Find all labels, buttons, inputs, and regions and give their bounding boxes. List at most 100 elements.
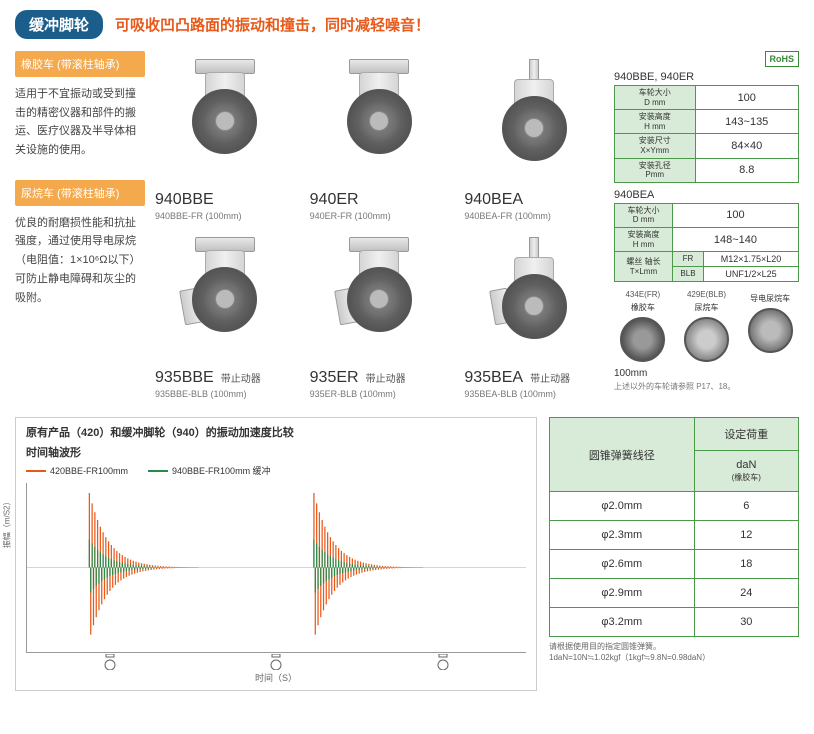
spec-header: 车轮大小D mm bbox=[615, 86, 696, 110]
spec-header: 安装高度H mm bbox=[615, 110, 696, 134]
spec-panel: RoHS 940BBE, 940ER 车轮大小D mm100安装高度H mm14… bbox=[614, 51, 799, 407]
product-subtitle: 940BEA-FR (100mm) bbox=[464, 211, 604, 221]
product-image bbox=[464, 229, 604, 369]
wheel-swatch bbox=[748, 308, 793, 353]
load-note: 请根据使用目的指定圆锥弹簧。1daN=10N≒1.02kgf（1kgf≒9.8N… bbox=[549, 641, 799, 663]
product-name: 940BEA bbox=[464, 191, 523, 208]
spec-value: 143~135 bbox=[695, 110, 799, 134]
load-dia: φ2.0mm bbox=[550, 492, 695, 521]
left-sidebar: 橡胶车 (带滚柱轴承) 适用于不宜振动或受到撞击的精密仪器和部件的搬运、医疗仪器… bbox=[15, 51, 145, 407]
spec-table-1: 车轮大小D mm100安装高度H mm143~135安装尺寸X×Ymm84×40… bbox=[614, 85, 799, 183]
spec-subheader: BLB bbox=[672, 267, 703, 282]
product-tag: 带止动器 bbox=[366, 374, 406, 385]
spec-value: UNF1/2×L25 bbox=[704, 267, 799, 282]
spec-header: 安装高度H mm bbox=[615, 227, 673, 251]
wheel-type: 434E(FR) 橡胶车 bbox=[614, 290, 672, 362]
wheel-note: 上述以外的车轮请参照 P17、18。 bbox=[614, 381, 799, 392]
product-name: 935BEA bbox=[464, 369, 523, 386]
product-card: 935ER 带止动器 935ER-BLB (100mm) bbox=[310, 229, 450, 399]
spec2-title: 940BEA bbox=[614, 189, 799, 201]
chart-subtitle: 时间轴波形 bbox=[26, 444, 526, 460]
spec-header: 安装尺寸X×Ymm bbox=[615, 134, 696, 158]
product-subtitle: 940BBE-FR (100mm) bbox=[155, 211, 295, 221]
spec-value: 100 bbox=[695, 86, 799, 110]
chart-title: 原有产品（420）和缓冲脚轮（940）的振动加速度比较 bbox=[26, 424, 526, 440]
load-val: 30 bbox=[694, 608, 798, 637]
wheel-swatch bbox=[620, 317, 665, 362]
legend-label: 420BBE-FR100mm bbox=[50, 466, 128, 476]
load-dia: φ2.3mm bbox=[550, 521, 695, 550]
spec-value: 8.8 bbox=[695, 158, 799, 182]
product-name: 935BBE bbox=[155, 369, 214, 386]
product-image bbox=[155, 229, 295, 369]
load-header: 设定荷重 bbox=[694, 418, 798, 451]
info-title: 尿烷车 (带滚柱轴承) bbox=[15, 180, 145, 206]
load-table-area: 圆锥弹簧线径设定荷重 daN(橡胶车)φ2.0mm6φ2.3mm12φ2.6mm… bbox=[549, 417, 799, 691]
product-name: 940BBE bbox=[155, 191, 214, 208]
product-name: 935ER bbox=[310, 369, 359, 386]
load-val: 6 bbox=[694, 492, 798, 521]
product-subtitle: 940ER-FR (100mm) bbox=[310, 211, 450, 221]
product-tag: 带止动器 bbox=[221, 374, 261, 385]
page-header: 缓冲脚轮 可吸收凹凸路面的振动和撞击，同时减轻噪音！ bbox=[15, 10, 799, 39]
product-image bbox=[464, 51, 604, 191]
product-tag: 带止动器 bbox=[530, 374, 570, 385]
wheel-type: 429E(BLB) 尿烷车 bbox=[678, 290, 736, 362]
load-dia: φ3.2mm bbox=[550, 608, 695, 637]
title-badge: 缓冲脚轮 bbox=[15, 10, 103, 39]
tagline: 可吸收凹凸路面的振动和撞击，同时减轻噪音！ bbox=[115, 14, 430, 35]
product-grid: 940BBE 940BBE-FR (100mm) 940ER 940ER-FR … bbox=[155, 51, 604, 407]
wheel-swatch bbox=[684, 317, 729, 362]
info-text: 适用于不宜振动或受到撞击的精密仪器和部件的搬运、医疗仪器及半导体相关设施的使用。 bbox=[15, 85, 145, 160]
load-dia: φ2.6mm bbox=[550, 550, 695, 579]
product-card: 940BBE 940BBE-FR (100mm) bbox=[155, 51, 295, 221]
legend-swatch-orange bbox=[26, 470, 46, 472]
load-table: 圆锥弹簧线径设定荷重 daN(橡胶车)φ2.0mm6φ2.3mm12φ2.6mm… bbox=[549, 417, 799, 637]
wheel-type: 导电尿烷车 bbox=[741, 290, 799, 362]
y-axis-label: 振幅（m/S2） bbox=[2, 497, 13, 548]
spec-subheader: FR bbox=[672, 252, 703, 267]
wheel-name: 尿烷车 bbox=[678, 302, 736, 313]
wheel-name: 橡胶车 bbox=[614, 302, 672, 313]
spec-header: 车轮大小D mm bbox=[615, 203, 673, 227]
spec1-title: 940BBE, 940ER bbox=[614, 71, 799, 83]
wheel-types: 434E(FR) 橡胶车 429E(BLB) 尿烷车 导电尿烷车 bbox=[614, 290, 799, 362]
product-card: 940BEA 940BEA-FR (100mm) bbox=[464, 51, 604, 221]
spec-value: 84×40 bbox=[695, 134, 799, 158]
load-val: 12 bbox=[694, 521, 798, 550]
product-card: 940ER 940ER-FR (100mm) bbox=[310, 51, 450, 221]
info-text: 优良的耐磨损性能和抗扯强度，通过使用导电尿烷（电阻值：1×10⁶Ω以下）可防止静… bbox=[15, 214, 145, 307]
info-rubber: 橡胶车 (带滚柱轴承) 适用于不宜振动或受到撞击的精密仪器和部件的搬运、医疗仪器… bbox=[15, 51, 145, 160]
wheel-size: 100mm bbox=[614, 368, 799, 379]
caster-icon bbox=[266, 654, 286, 670]
x-axis-label: 时间（S） bbox=[26, 671, 526, 684]
spec-header: 安装孔径Pmm bbox=[615, 158, 696, 182]
spec-value: 100 bbox=[672, 203, 798, 227]
load-val: 18 bbox=[694, 550, 798, 579]
load-subheader: daN(橡胶车) bbox=[694, 451, 798, 492]
wheel-code: 434E(FR) bbox=[614, 290, 672, 299]
vibration-chart: 原有产品（420）和缓冲脚轮（940）的振动加速度比较 时间轴波形 420BBE… bbox=[15, 417, 537, 691]
info-title: 橡胶车 (带滚柱轴承) bbox=[15, 51, 145, 77]
info-urethane: 尿烷车 (带滚柱轴承) 优良的耐磨损性能和抗扯强度，通过使用导电尿烷（电阻值：1… bbox=[15, 180, 145, 307]
product-image bbox=[310, 51, 450, 191]
wheel-name: 导电尿烷车 bbox=[741, 293, 799, 304]
chart-canvas: 振幅（m/S2） bbox=[26, 483, 526, 653]
product-card: 935BEA 带止动器 935BEA-BLB (100mm) bbox=[464, 229, 604, 399]
load-dia: φ2.9mm bbox=[550, 579, 695, 608]
product-subtitle: 935BEA-BLB (100mm) bbox=[464, 389, 604, 399]
chart-legend: 420BBE-FR100mm 940BBE-FR100mm 缓冲 bbox=[26, 464, 526, 477]
product-subtitle: 935BBE-BLB (100mm) bbox=[155, 389, 295, 399]
spec-value: 148~140 bbox=[672, 227, 798, 251]
product-name: 940ER bbox=[310, 191, 359, 208]
rohs-badge: RoHS bbox=[765, 51, 800, 67]
legend-label: 940BBE-FR100mm 缓冲 bbox=[172, 464, 271, 477]
spec-header: 螺丝 轴长T×Lmm bbox=[615, 252, 673, 282]
legend-swatch-green bbox=[148, 470, 168, 472]
spec-value: M12×1.75×L20 bbox=[704, 252, 799, 267]
product-image bbox=[310, 229, 450, 369]
spec-table-2: 车轮大小D mm100安装高度H mm148~140螺丝 轴长T×LmmFRM1… bbox=[614, 203, 799, 282]
product-subtitle: 935ER-BLB (100mm) bbox=[310, 389, 450, 399]
wheel-code: 429E(BLB) bbox=[678, 290, 736, 299]
load-header: 圆锥弹簧线径 bbox=[550, 418, 695, 492]
